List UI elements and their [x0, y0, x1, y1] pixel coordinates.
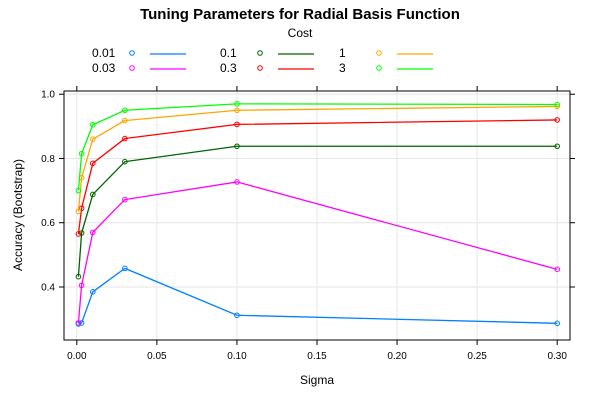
data-point [90, 160, 96, 167]
data-point [554, 266, 560, 273]
x-tick-label: 0.10 [227, 351, 247, 362]
legend-marker [376, 50, 382, 56]
x-tick-label: 0.15 [307, 351, 327, 362]
x-tick-label: 0.00 [67, 351, 87, 362]
x-axis-label: Sigma [300, 373, 334, 387]
legend-item: 3 [339, 61, 433, 75]
legend: 0.010.03 0.10.3 13 [92, 46, 433, 75]
series-1 [75, 103, 560, 215]
data-point [554, 143, 560, 150]
data-point [122, 158, 128, 165]
data-point [90, 121, 96, 128]
data-point [122, 107, 128, 114]
data-point [234, 121, 240, 128]
series-line [77, 145, 558, 277]
data-point [234, 179, 240, 185]
legend-label: 0.3 [220, 61, 237, 75]
legend-item: 0.03 [92, 61, 186, 75]
y-axis-label: Accuracy (Bootstrap) [11, 159, 25, 271]
x-tick-label: 0.05 [147, 351, 167, 362]
legend-title: Cost [288, 26, 313, 40]
grid [64, 91, 570, 340]
data-point [75, 187, 82, 194]
series-0.03 [75, 179, 560, 326]
series-layer [75, 101, 560, 327]
series-line [78, 267, 558, 325]
series-0.1 [75, 143, 560, 280]
data-point [234, 107, 240, 114]
legend-item: 0.3 [220, 61, 314, 75]
legend-label: 0.03 [92, 61, 116, 75]
data-point [122, 196, 128, 203]
data-point [75, 208, 82, 215]
data-point [90, 191, 96, 198]
data-point [78, 320, 85, 326]
data-point [75, 320, 82, 326]
legend-marker [257, 65, 263, 71]
data-point [90, 229, 96, 236]
data-point [234, 143, 240, 150]
x-tick-label: 0.30 [547, 351, 567, 362]
series-0.01 [75, 265, 560, 327]
legend-label: 1 [339, 46, 346, 60]
data-point [78, 282, 85, 289]
legend-marker [129, 50, 135, 56]
data-point [234, 312, 240, 319]
data-point [554, 117, 560, 123]
series-0.3 [75, 117, 560, 237]
y-tick-label: 0.6 [41, 218, 55, 229]
data-point [75, 273, 82, 280]
data-point [78, 230, 85, 236]
legend-item: 0.1 [220, 46, 314, 60]
legend-label: 0.1 [220, 46, 237, 60]
y-tick-label: 0.8 [41, 154, 55, 165]
legend-marker [376, 65, 382, 71]
legend-marker [257, 50, 263, 56]
data-point [122, 135, 128, 142]
data-point [122, 117, 128, 124]
series-line [77, 181, 558, 324]
data-point [554, 101, 560, 108]
y-tick-label: 1.0 [41, 90, 55, 101]
chart-title: Tuning Parameters for Radial Basis Funct… [140, 6, 460, 23]
y-tick-label: 0.4 [41, 282, 55, 293]
legend-item: 1 [339, 46, 433, 60]
legend-label: 3 [339, 61, 346, 75]
data-point [122, 265, 128, 272]
data-point [90, 289, 96, 295]
series-line [77, 103, 558, 191]
series-line [77, 119, 558, 235]
data-point [78, 150, 85, 157]
series-line [77, 105, 558, 212]
data-point [554, 320, 560, 327]
legend-label: 0.01 [92, 46, 116, 60]
x-axis: 0.00 0.05 0.10 0.15 0.20 0.25 0.30 [67, 86, 567, 362]
data-point [234, 101, 240, 107]
x-tick-label: 0.25 [467, 351, 487, 362]
legend-marker [129, 65, 135, 71]
data-point [90, 136, 96, 142]
data-point [75, 231, 82, 237]
y-axis: 0.4 0.6 0.8 1.0 [41, 90, 575, 293]
x-tick-label: 0.20 [387, 351, 407, 362]
legend-item: 0.01 [92, 46, 186, 60]
series-3 [75, 101, 560, 194]
